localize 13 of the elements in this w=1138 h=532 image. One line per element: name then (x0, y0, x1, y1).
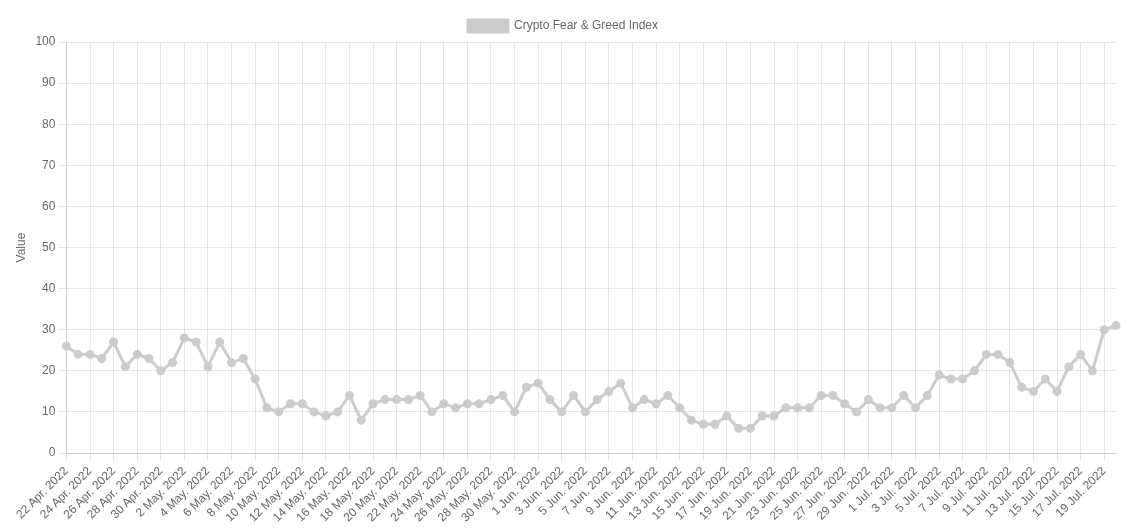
y-tick-label: 20 (42, 363, 56, 378)
y-tick-label: 60 (42, 198, 56, 213)
legend-label: Crypto Fear & Greed Index (513, 18, 659, 33)
y-tick-label: 30 (42, 322, 56, 337)
y-tick-label: 100 (35, 34, 56, 49)
y-tick-label: 40 (42, 280, 56, 295)
y-tick-label: 80 (42, 116, 56, 131)
y-tick-label: 10 (42, 404, 56, 419)
y-tick-label: 90 (42, 75, 56, 90)
y-tick-label: 0 (48, 445, 56, 460)
y-tick-label: 70 (42, 157, 56, 172)
y-axis-title: Value (13, 232, 28, 263)
y-tick-label: 50 (42, 239, 56, 254)
